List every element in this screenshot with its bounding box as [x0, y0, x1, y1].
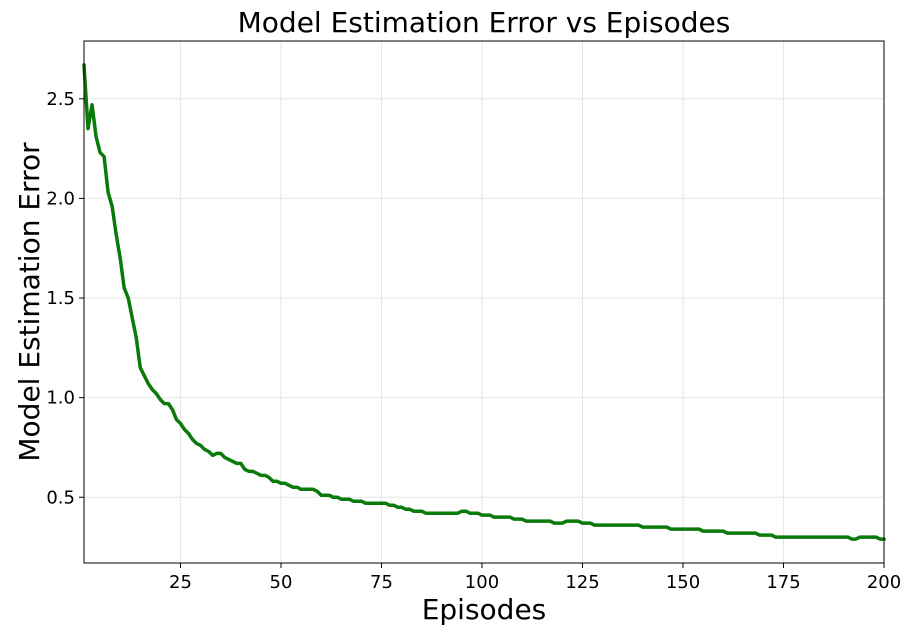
x-tick-label: 200	[867, 572, 901, 593]
y-tick-label: 0.5	[46, 487, 75, 508]
chart-title: Model Estimation Error vs Episodes	[238, 6, 731, 39]
series-line	[82, 63, 886, 541]
axis-ticks: 25 50 75 100 125 150 175 200 0.5 1.0 1.5 2.0 2.5	[46, 89, 901, 593]
x-tick-label: 75	[370, 572, 393, 593]
x-tick-label: 25	[169, 572, 192, 593]
y-tick-label: 2.5	[46, 89, 75, 110]
y-axis-label: Model Estimation Error	[13, 142, 46, 462]
x-tick-label: 125	[565, 572, 599, 593]
x-tick-label: 100	[465, 572, 499, 593]
y-tick-label: 2.0	[46, 188, 75, 209]
series-layer	[82, 63, 886, 541]
y-tick-label: 1.0	[46, 388, 75, 409]
grid	[84, 41, 885, 563]
x-tick-label: 150	[666, 572, 700, 593]
x-tick-label: 175	[766, 572, 800, 593]
x-axis-label: Episodes	[422, 593, 547, 626]
x-tick-label: 50	[270, 572, 293, 593]
plot-area	[83, 40, 885, 564]
y-tick-label: 1.5	[46, 288, 75, 309]
